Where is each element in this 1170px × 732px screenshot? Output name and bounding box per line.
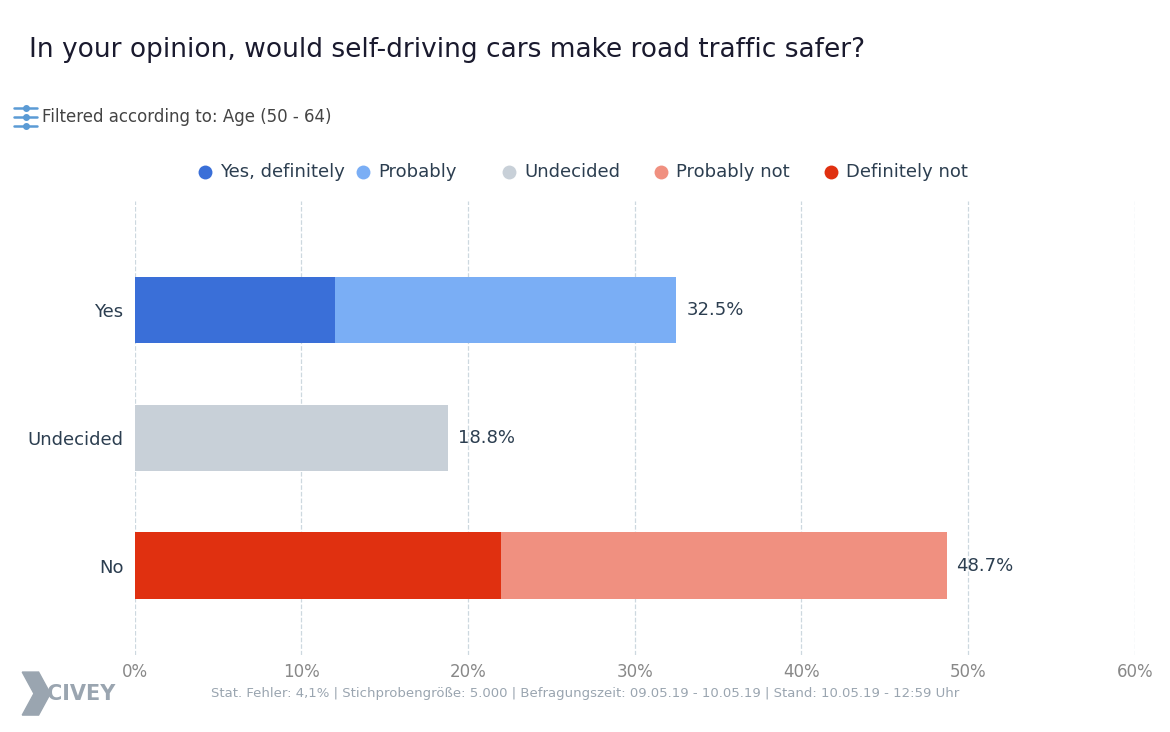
Bar <box>135 405 448 471</box>
Text: Definitely not: Definitely not <box>846 163 968 181</box>
Text: 18.8%: 18.8% <box>457 429 515 447</box>
Bar <box>501 532 947 599</box>
Text: 48.7%: 48.7% <box>957 556 1013 575</box>
Bar <box>335 277 676 343</box>
Text: Yes, definitely: Yes, definitely <box>220 163 345 181</box>
Text: In your opinion, would self-driving cars make road traffic safer?: In your opinion, would self-driving cars… <box>29 37 866 64</box>
Text: Probably: Probably <box>378 163 456 181</box>
Bar <box>135 532 501 599</box>
Text: CIVEY: CIVEY <box>47 684 115 703</box>
Bar <box>135 277 335 343</box>
Text: Filtered according to: Age (50 - 64): Filtered according to: Age (50 - 64) <box>42 108 331 126</box>
Polygon shape <box>22 672 50 715</box>
Text: Stat. Fehler: 4,1% | Stichprobengröße: 5.000 | Befragungszeit: 09.05.19 - 10.05.: Stat. Fehler: 4,1% | Stichprobengröße: 5… <box>211 687 959 700</box>
Text: 32.5%: 32.5% <box>687 301 744 319</box>
Text: Probably not: Probably not <box>676 163 790 181</box>
Text: Undecided: Undecided <box>524 163 620 181</box>
